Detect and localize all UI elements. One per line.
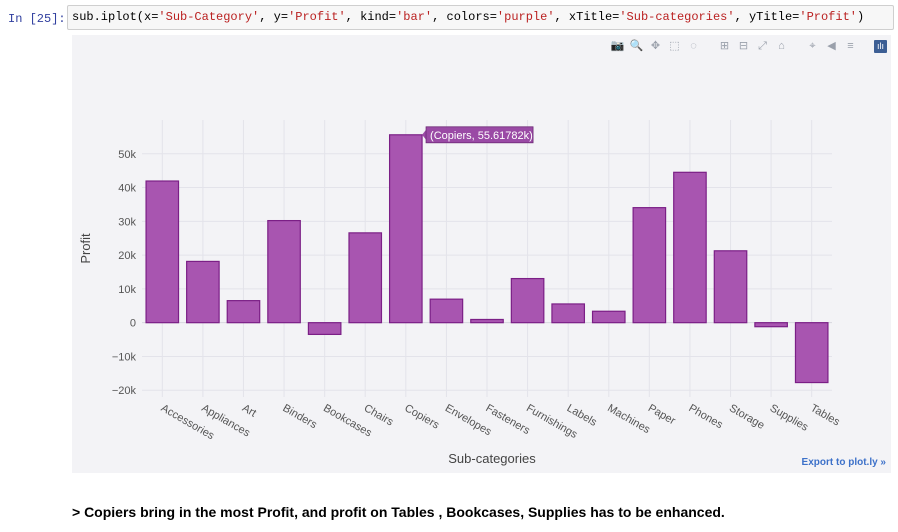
code-token: 'purple': [496, 10, 555, 24]
zoom-in-icon[interactable]: ⊞: [719, 39, 730, 52]
plot-container[interactable]: 📷 🔍 ✥ ⬚ ◌ ⊞ ⊟ ⤢ ⌂ ⌖ ◀ ≡ ılı −20k −10k 0 10k 20k 30k 40k 50k…: [72, 35, 891, 473]
code-token: ): [856, 10, 865, 24]
y-tick-label: 40k: [118, 183, 136, 195]
pan-icon[interactable]: ✥: [650, 39, 661, 52]
y-tick-label: −10k: [112, 351, 137, 363]
bar[interactable]: [226, 300, 261, 324]
x-tick-label: Storage: [727, 402, 766, 432]
x-tick-label: Tables: [808, 402, 842, 429]
x-tick-label: Phones: [686, 402, 725, 431]
x-tick-label: Supplies: [768, 402, 811, 434]
bar[interactable]: [551, 303, 586, 324]
code-token: 'Sub-Category': [158, 10, 260, 24]
code-input[interactable]: sub.iplot(x='Sub-Category', y='Profit', …: [67, 5, 894, 30]
conclusion-text: > Copiers bring in the most Profit, and …: [72, 504, 725, 520]
code-token: 'bar': [396, 10, 433, 24]
y-tick-label: 20k: [118, 250, 136, 262]
bar[interactable]: [470, 318, 504, 324]
y-tick-label: 0: [130, 318, 136, 330]
bar[interactable]: [673, 171, 707, 324]
bar[interactable]: [267, 219, 301, 324]
bar[interactable]: [510, 277, 545, 324]
bar[interactable]: [307, 322, 342, 336]
code-token: , colors=: [432, 10, 497, 24]
spike-lines-icon[interactable]: ⌖: [809, 39, 816, 52]
box-select-icon[interactable]: ⬚: [669, 39, 680, 52]
code-token: 'Profit': [288, 10, 346, 24]
tooltip-box: [425, 126, 534, 144]
autoscale-icon[interactable]: ⤢: [758, 39, 767, 52]
x-tick-label: Art: [240, 402, 258, 419]
tooltip-arrow: [422, 129, 427, 140]
tooltip-text: (Copiers, 55.61782k): [430, 130, 533, 142]
bar[interactable]: [632, 207, 667, 324]
bar[interactable]: [794, 322, 829, 384]
x-axis-title: Sub-categories: [448, 451, 536, 466]
bar[interactable]: [388, 134, 423, 324]
bar[interactable]: [145, 180, 180, 324]
camera-icon[interactable]: 📷: [610, 39, 625, 52]
bar[interactable]: [348, 232, 383, 324]
bar[interactable]: [591, 310, 626, 324]
code-token: , yTitle=: [734, 10, 800, 24]
bar[interactable]: [713, 250, 748, 324]
x-tick-label: Copiers: [402, 402, 441, 432]
lasso-icon[interactable]: ◌: [690, 39, 697, 52]
cell-prompt: In [25]:: [8, 12, 66, 26]
hover-closest-icon[interactable]: ◀: [827, 39, 836, 52]
modebar: 📷 🔍 ✥ ⬚ ◌ ⊞ ⊟ ⤢ ⌂ ⌖ ◀ ≡ ılı: [610, 37, 887, 55]
reset-axes-icon[interactable]: ⌂: [778, 39, 785, 52]
code-token: , y=: [259, 10, 289, 24]
code-token: sub.iplot(x=: [72, 10, 159, 24]
zoom-icon[interactable]: 🔍: [629, 39, 644, 52]
export-link[interactable]: Export to plot.ly »: [801, 457, 886, 468]
code-token: , xTitle=: [554, 10, 620, 24]
bar[interactable]: [754, 322, 788, 328]
bar-chart: −20k−10k010k20k30k40k50kAccessoriesAppli…: [78, 120, 842, 466]
x-tick-label: Binders: [281, 402, 320, 431]
y-tick-label: −20k: [112, 385, 137, 397]
plotly-logo-icon[interactable]: ılı: [874, 39, 887, 53]
y-tick-label: 10k: [118, 284, 136, 296]
x-tick-label: Paper: [646, 402, 678, 427]
zoom-out-icon[interactable]: ⊟: [738, 39, 749, 52]
hover-compare-icon[interactable]: ≡: [847, 39, 854, 52]
bar[interactable]: [429, 298, 464, 324]
x-tick-label: Machines: [605, 402, 652, 436]
y-tick-label: 30k: [118, 216, 136, 228]
code-token: , kind=: [345, 10, 397, 24]
code-token: 'Profit': [799, 10, 857, 24]
y-axis-title: Profit: [78, 233, 93, 264]
y-tick-label: 50k: [118, 149, 136, 161]
bar[interactable]: [186, 260, 220, 324]
code-token: 'Sub-categories': [619, 10, 735, 24]
